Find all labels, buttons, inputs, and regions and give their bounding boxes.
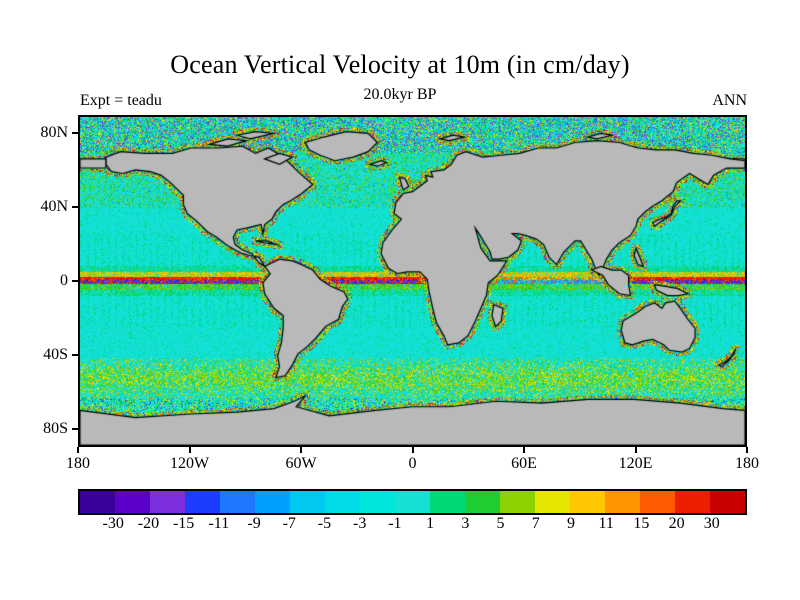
x-axis-tick — [411, 447, 414, 453]
y-axis-tick-label: 40S — [43, 345, 68, 363]
colorbar-segment — [290, 491, 325, 513]
colorbar-tick-label: 20 — [668, 515, 685, 532]
colorbar-segment — [325, 491, 360, 513]
colorbar-tick-label: 9 — [566, 515, 575, 532]
colorbar — [78, 489, 747, 515]
y-axis-tick — [72, 427, 78, 430]
colorbar-segment — [150, 491, 185, 513]
map-plot-area — [78, 115, 747, 447]
colorbar-segment — [395, 491, 430, 513]
colorbar-segment — [710, 491, 745, 513]
colorbar-tick-label: 5 — [496, 515, 505, 532]
y-axis-tick-label: 80N — [40, 124, 68, 142]
colorbar-segment — [605, 491, 640, 513]
colorbar-tick-label: -30 — [102, 515, 124, 532]
colorbar-segment — [220, 491, 255, 513]
y-axis-tick — [72, 280, 78, 282]
colorbar-tick-label: 1 — [426, 515, 435, 532]
colorbar-segment — [675, 491, 710, 513]
x-axis-tick-label: 120W — [169, 455, 210, 472]
colorbar-segment — [465, 491, 500, 513]
y-axis-tick-label: 0 — [60, 272, 68, 289]
map-canvas — [80, 117, 745, 445]
colorbar-tick-label: 15 — [633, 515, 650, 532]
experiment-label: Expt = teadu — [80, 92, 162, 109]
y-axis-tick-label: 40N — [40, 198, 68, 216]
x-axis-tick — [300, 447, 302, 453]
colorbar-tick-label: -5 — [317, 515, 332, 532]
colorbar-segment — [115, 491, 150, 513]
y-axis-tick — [72, 353, 78, 356]
colorbar-labels: -30 -20 -15 -11 -9 -7 -5 -3 -1 1 3 5 7 9 11 15 20 30 — [78, 515, 747, 535]
x-axis-tick — [77, 447, 79, 453]
colorbar-tick-label: 7 — [531, 515, 540, 532]
colorbar-tick-label: -3 — [353, 515, 367, 532]
colorbar-tick-label: -11 — [208, 515, 230, 532]
x-axis-tick-label: 120E — [618, 455, 653, 472]
x-axis-tick-label: 0 — [408, 455, 417, 472]
x-axis-tick-label: 180 — [735, 455, 759, 472]
time-label: 20.0kyr BP — [363, 86, 437, 103]
colorbar-tick-label: -1 — [388, 515, 402, 532]
x-axis-tick — [523, 447, 525, 453]
x-axis-tick-label: 60W — [285, 455, 317, 472]
colorbar-tick-label: 3 — [461, 515, 470, 532]
y-axis-tick-label: 80S — [43, 419, 68, 437]
x-axis-tick — [188, 447, 191, 453]
colorbar-tick-label: -20 — [137, 515, 160, 532]
chart-title: Ocean Vertical Velocity at 10m (in cm/da… — [170, 50, 630, 79]
colorbar-segment — [430, 491, 465, 513]
colorbar-segment — [255, 491, 290, 513]
y-axis-tick — [72, 132, 78, 135]
x-axis-tick-label: 60E — [511, 455, 537, 472]
colorbar-tick-label: -9 — [247, 515, 261, 532]
x-axis-tick-label: 180 — [66, 455, 90, 472]
colorbar-segment — [640, 491, 675, 513]
season-label: ANN — [712, 92, 747, 109]
colorbar-segment — [360, 491, 395, 513]
colorbar-tick-label: -15 — [172, 515, 195, 532]
colorbar-segment — [80, 491, 115, 513]
colorbar-tick-label: -7 — [282, 515, 296, 532]
colorbar-tick-label: 11 — [598, 515, 614, 532]
colorbar-segment — [500, 491, 535, 513]
colorbar-segment — [185, 491, 220, 513]
x-axis-tick — [746, 447, 748, 453]
colorbar-tick-label: 30 — [703, 515, 720, 532]
colorbar-segment — [535, 491, 570, 513]
y-axis-tick — [72, 206, 78, 209]
colorbar-segment — [570, 491, 605, 513]
x-axis-tick — [634, 447, 637, 453]
